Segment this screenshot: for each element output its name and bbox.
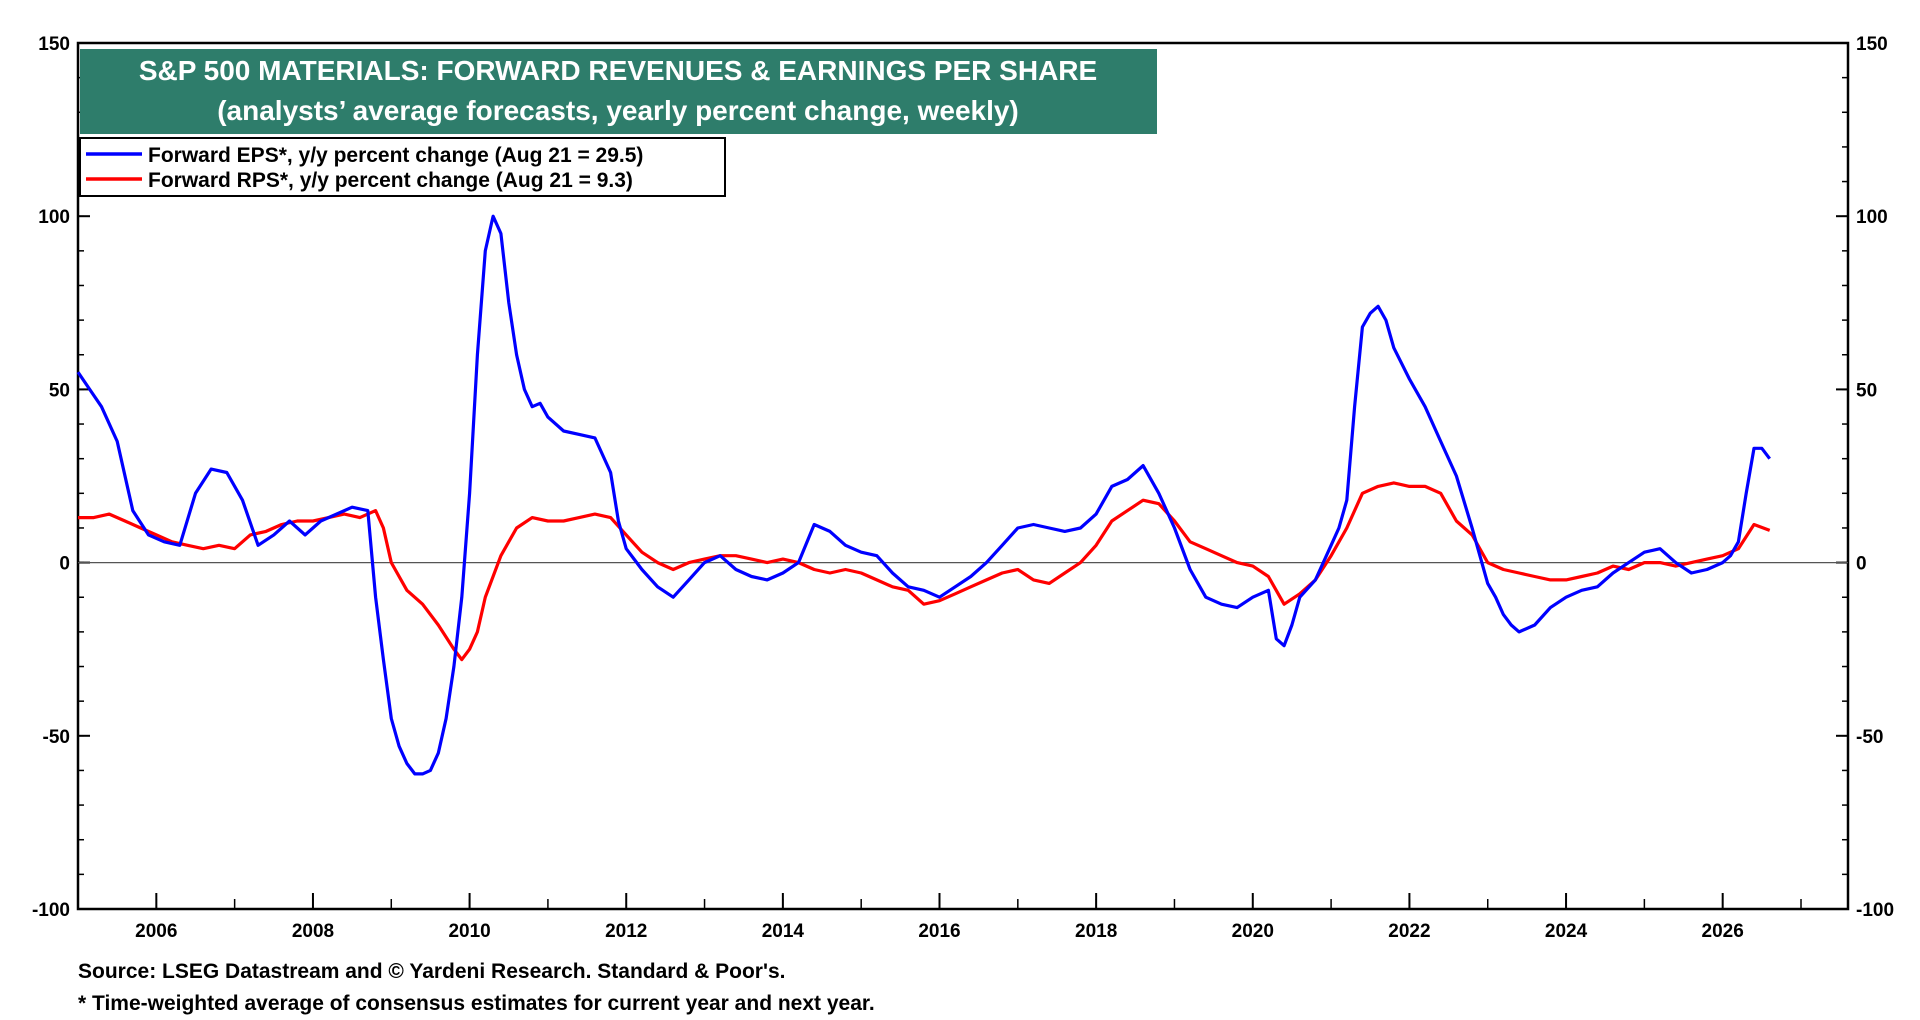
x-tick-label: 2006 <box>135 921 177 942</box>
x-tick-label: 2020 <box>1232 921 1274 942</box>
y-tick-label-left: 0 <box>59 554 70 575</box>
legend-label-eps: Forward EPS*, y/y percent change (Aug 21… <box>148 144 643 167</box>
title-box: S&P 500 MATERIALS: FORWARD REVENUES & EA… <box>80 49 1157 134</box>
legend-label-rps: Forward RPS*, y/y percent change (Aug 21… <box>148 169 633 192</box>
title-background <box>80 49 1157 134</box>
y-tick-label-right: 50 <box>1856 380 1877 401</box>
y-tick-label-left: 50 <box>49 380 70 401</box>
x-tick-label: 2026 <box>1702 921 1744 942</box>
footnote: * Time-weighted average of consensus est… <box>78 992 875 1015</box>
series-line-forward-eps <box>76 214 1771 776</box>
x-tick-label: 2012 <box>605 921 647 942</box>
x-tick-label: 2010 <box>448 921 490 942</box>
x-tick-label: 2016 <box>918 921 960 942</box>
x-tick-label: 2008 <box>292 921 334 942</box>
plot-frame <box>76 41 1850 911</box>
x-tick-label: 2018 <box>1075 921 1117 942</box>
y-tick-label-right: -100 <box>1856 900 1894 921</box>
y-tick-label-right: 0 <box>1856 554 1867 575</box>
x-tick-label: 2024 <box>1545 921 1588 942</box>
series-line-forward-rps <box>78 481 1771 662</box>
source-note: Source: LSEG Datastream and © Yardeni Re… <box>78 960 786 983</box>
y-tick-label-left: 100 <box>38 207 70 228</box>
chart-subtitle: (analysts’ average forecasts, yearly per… <box>217 95 1019 126</box>
axes: 150 150 100 100 50 50 0 0 -50 -50 -100 -100 2006 2008… <box>32 34 1894 942</box>
x-tick-label: 2014 <box>762 921 805 942</box>
legend: Forward EPS*, y/y percent change (Aug 21… <box>79 137 726 197</box>
y-tick-label-left: -100 <box>32 900 70 921</box>
x-tick-label: 2022 <box>1388 921 1430 942</box>
y-tick-label-right: -50 <box>1856 727 1883 748</box>
chart-title: S&P 500 MATERIALS: FORWARD REVENUES & EA… <box>139 55 1097 86</box>
y-tick-label-left: 150 <box>38 34 70 55</box>
legend-frame <box>79 137 726 197</box>
y-tick-label-left: -50 <box>43 727 70 748</box>
y-tick-label-right: 100 <box>1856 207 1888 228</box>
series-layer <box>76 214 1771 776</box>
y-tick-label-right: 150 <box>1856 34 1888 55</box>
